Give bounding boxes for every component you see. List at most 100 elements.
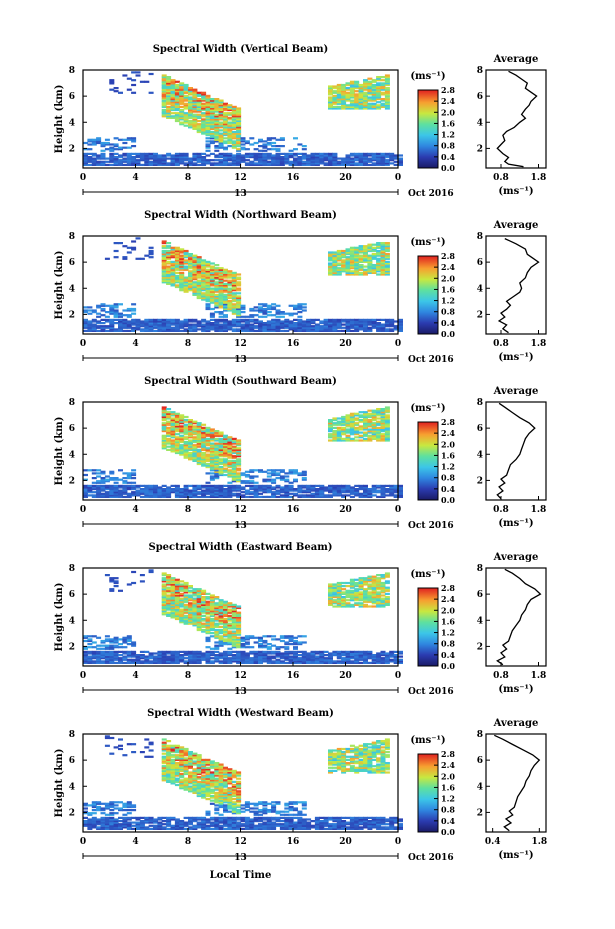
heatmap-cell	[214, 98, 220, 101]
heatmap-cell	[319, 486, 325, 489]
heatmap-cell	[345, 439, 351, 442]
heatmap-cell	[258, 655, 263, 658]
heatmap-cell	[209, 318, 215, 321]
heatmap-cell	[218, 437, 224, 440]
heatmap-cell	[179, 492, 185, 495]
heatmap-cell	[262, 157, 268, 160]
heatmap-cell	[345, 96, 351, 99]
heatmap-cell	[227, 328, 233, 331]
heatmap-cell	[345, 329, 351, 332]
heatmap-cell	[214, 323, 220, 326]
heatmap-cell	[179, 617, 185, 621]
heatmap-cell	[236, 486, 242, 489]
heatmap-cell	[262, 163, 268, 166]
heatmap-cell	[332, 265, 338, 268]
heatmap-cell	[122, 138, 128, 141]
heatmap-cell	[161, 426, 167, 429]
heatmap-cell	[301, 325, 307, 328]
heatmap-cell	[122, 491, 128, 494]
heatmap-cell	[100, 660, 106, 663]
heatmap-cell	[380, 264, 386, 267]
heatmap-cell	[122, 157, 128, 160]
heatmap-cell	[253, 163, 259, 166]
heatmap-cell	[336, 254, 342, 257]
heatmap-cell	[384, 422, 390, 425]
heatmap-cell	[384, 79, 390, 82]
heatmap-cell	[161, 99, 167, 102]
heatmap-cell	[209, 140, 215, 143]
heatmap-cell	[196, 624, 202, 627]
heatmap-cell	[201, 264, 207, 267]
colorbar-tick-label: 1.6	[441, 118, 455, 128]
heatmap-cell	[118, 494, 123, 497]
heatmap-cell	[244, 318, 250, 321]
heatmap-cell	[262, 644, 268, 647]
heatmap-cell	[183, 318, 189, 321]
heatmap-cell	[209, 472, 215, 475]
heatmap-cell	[345, 262, 351, 265]
heatmap-cell	[236, 132, 242, 135]
heatmap-cell	[148, 249, 154, 253]
heatmap-cell	[109, 326, 115, 329]
heatmap-cell	[170, 414, 176, 417]
heatmap-cell	[371, 489, 377, 492]
heatmap-cell	[144, 660, 150, 663]
heatmap-cell	[363, 268, 368, 271]
heatmap-cell	[122, 323, 128, 326]
heatmap-cell	[126, 473, 132, 477]
heatmap-cell	[183, 428, 189, 431]
heatmap-cell	[328, 264, 333, 267]
heatmap-cell	[358, 107, 364, 110]
heatmap-cell	[371, 253, 377, 256]
heatmap-cell	[384, 271, 390, 274]
heatmap-cell	[349, 85, 355, 88]
heatmap-cell	[336, 437, 342, 440]
heatmap-cell	[214, 473, 220, 477]
heatmap-cell	[166, 320, 172, 323]
heatmap-cell	[279, 657, 285, 660]
heatmap-cell	[341, 87, 347, 90]
heatmap-cell	[288, 638, 294, 641]
heatmap-cell	[236, 632, 242, 635]
heatmap-cell	[380, 329, 386, 332]
heatmap-cell	[349, 431, 355, 434]
heatmap-cell	[201, 326, 207, 329]
heatmap-cell	[332, 322, 338, 325]
heatmap-cell	[161, 412, 167, 415]
heatmap-cell	[218, 108, 224, 112]
heatmap-cell	[196, 119, 202, 123]
heatmap-cell	[227, 290, 233, 293]
heatmap-cell	[205, 162, 211, 165]
heatmap-cell	[209, 108, 215, 112]
heatmap-cell	[196, 293, 202, 296]
heatmap-cell	[205, 444, 211, 447]
heatmap-cell	[174, 107, 180, 110]
heatmap-cell	[188, 419, 193, 422]
heatmap-cell	[253, 326, 259, 329]
heatmap-cell	[104, 326, 110, 329]
heatmap-cell	[214, 610, 220, 613]
heatmap-cell	[310, 492, 316, 495]
heatmap-cell	[354, 259, 360, 262]
heatmap-cell	[275, 160, 281, 163]
heatmap-cell	[131, 152, 137, 155]
heatmap-cell	[223, 448, 228, 451]
heatmap-cell	[297, 162, 303, 165]
y-tick-label: 2	[69, 310, 75, 320]
heatmap-cell	[91, 661, 97, 664]
heatmap-cell	[354, 93, 360, 96]
heatmap-cell	[104, 494, 110, 497]
heatmap-cell	[179, 436, 185, 439]
heatmap-cell	[183, 282, 189, 285]
heatmap-cell	[367, 246, 373, 249]
heatmap-cell	[258, 138, 263, 141]
heatmap-cell	[297, 318, 303, 321]
heatmap-cell	[83, 495, 88, 498]
heatmap-cell	[271, 486, 277, 489]
heatmap-cell	[332, 254, 338, 257]
heatmap-cell	[166, 417, 172, 420]
heatmap-cell	[384, 90, 390, 93]
heatmap-cell	[205, 118, 211, 121]
heatmap-cell	[358, 152, 364, 155]
heatmap-cell	[170, 82, 176, 85]
